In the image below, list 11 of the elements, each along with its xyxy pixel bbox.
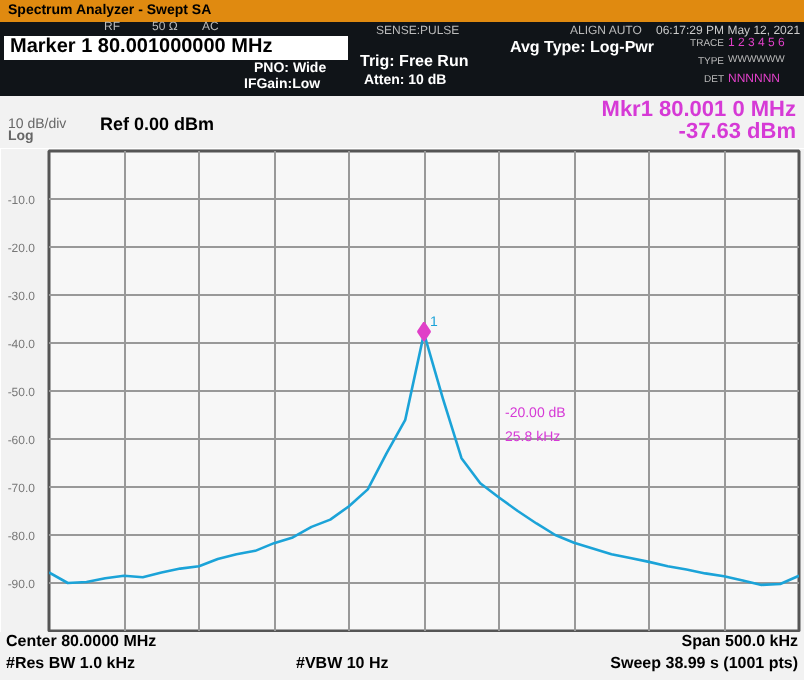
text: -37.63 dBm: [678, 120, 796, 145]
text: Ref 0.00 dBm: [100, 114, 215, 136]
text: #VBW 10 Hz: [296, 654, 389, 674]
text: Center 80.0000 MHz: [6, 632, 157, 652]
text: Sweep 38.99 s (1001 pts): [610, 654, 798, 674]
text: #Res BW 1.0 kHz: [6, 654, 135, 674]
text: Span 500.0 kHz: [681, 632, 798, 652]
text: Mkr1 80.001 0 MHz: [601, 98, 796, 122]
text: Marker 1 80.001000000 MHz: [10, 36, 273, 58]
text: Trig: Free Run: [360, 52, 469, 72]
text: Avg Type: Log-Pwr: [510, 38, 654, 58]
